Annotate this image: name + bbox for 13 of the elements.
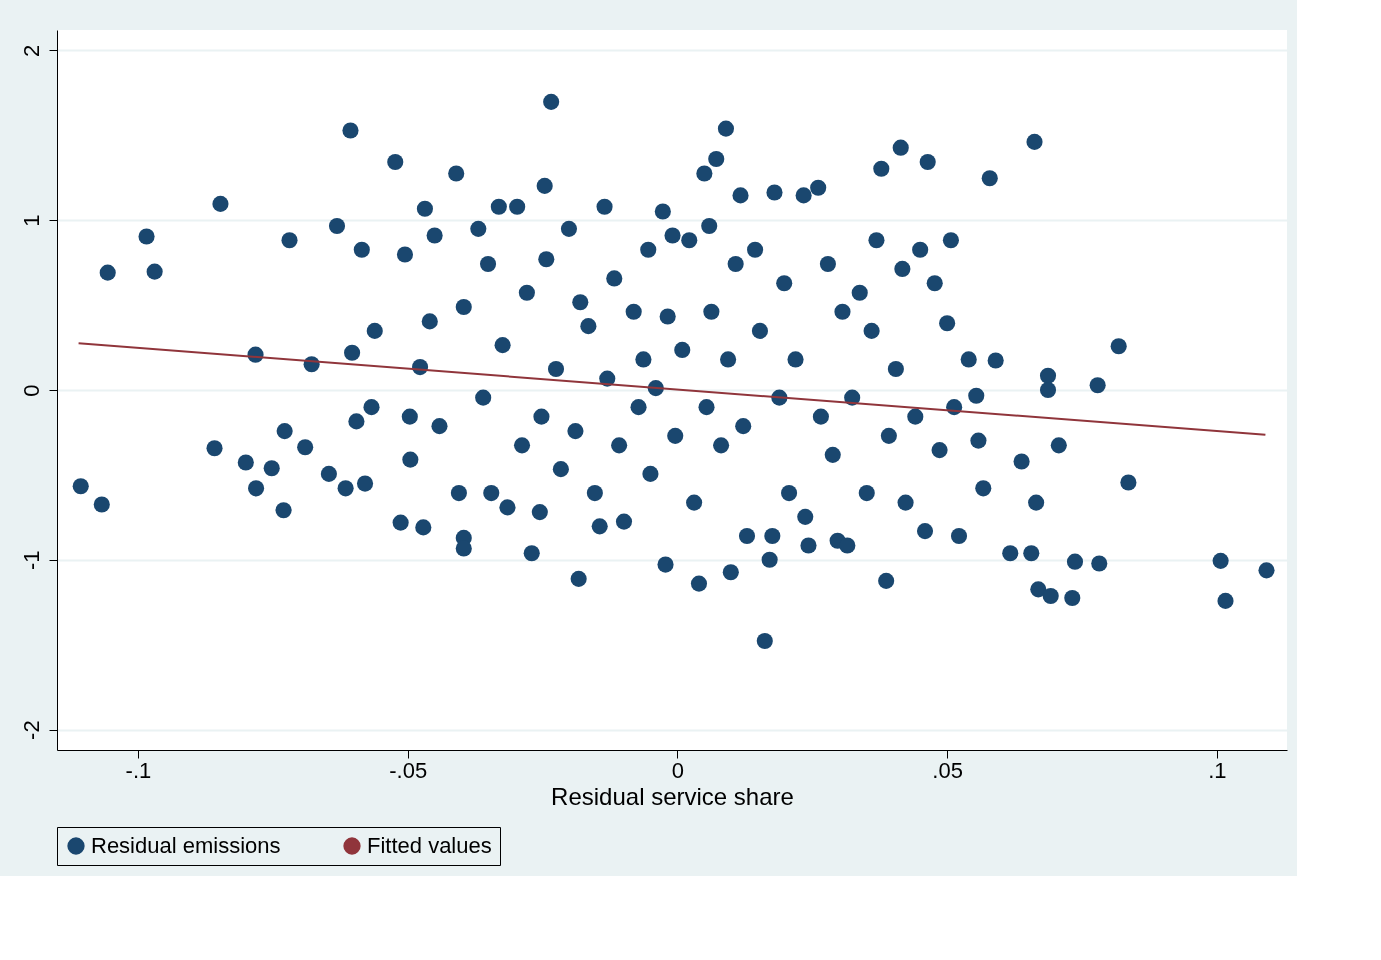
x-tick-label: -.05 — [389, 757, 428, 783]
y-tick-label: -1 — [18, 550, 44, 571]
legend-label: Residual emissions — [91, 833, 281, 858]
y-tick-label: 1 — [18, 214, 44, 227]
x-tick-label: -.1 — [125, 757, 152, 783]
y-tick-label: 0 — [18, 384, 44, 397]
y-tick-label: -2 — [18, 720, 44, 740]
x-tick-label: 0 — [671, 757, 685, 783]
x-tick-label: .1 — [1208, 757, 1227, 783]
x-axis-title: Residual service share — [551, 782, 794, 810]
x-tick-label: .05 — [932, 757, 963, 783]
legend-label: Fitted values — [367, 833, 492, 858]
y-tick-label: 2 — [18, 44, 44, 57]
